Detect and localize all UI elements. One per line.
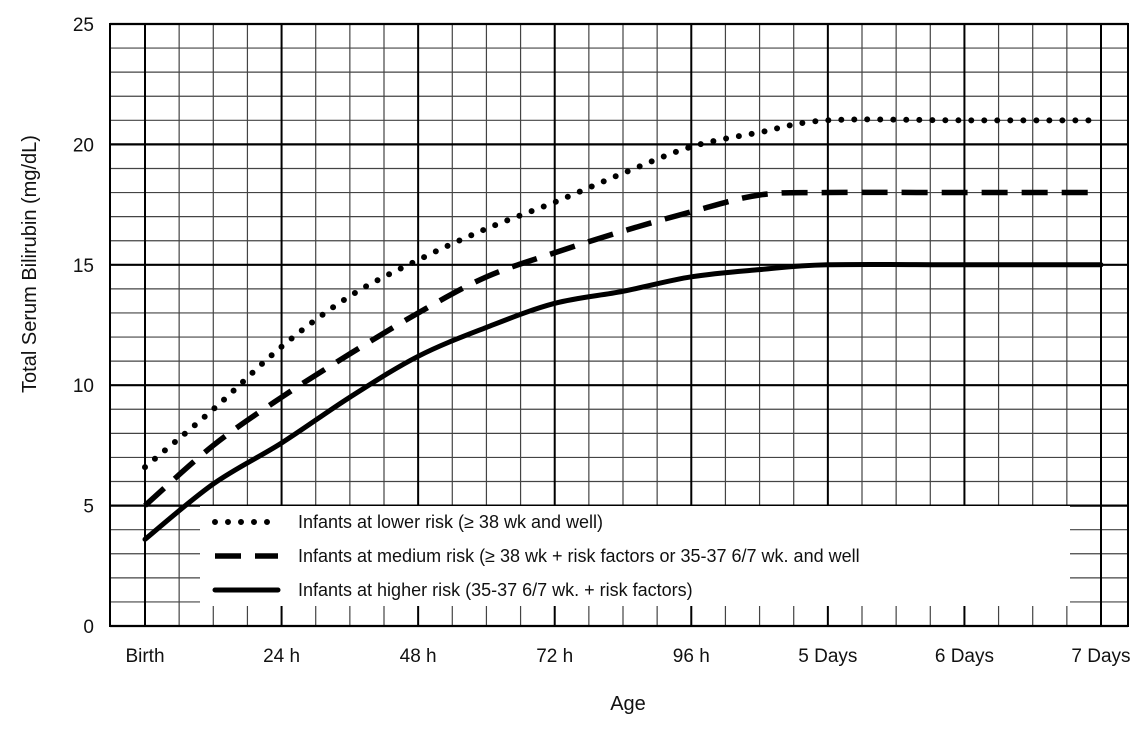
series-layer (142, 116, 1104, 542)
y-axis-ticks: 0 5 10 15 20 25 (73, 15, 94, 638)
series-line-dashed (143, 189, 1101, 508)
x-tick-label: 48 h (400, 646, 437, 667)
legend-box (200, 506, 1070, 606)
y-tick-label: 20 (73, 135, 94, 156)
plot-frame (109, 23, 1129, 627)
x-axis-title: Age (610, 693, 646, 715)
y-tick-label: 0 (83, 617, 94, 638)
x-tick-label: 7 Days (1071, 646, 1130, 667)
y-tick-label: 10 (73, 376, 94, 397)
series-line-solid (142, 261, 1104, 542)
legend-label: Infants at lower risk (≥ 38 wk and well) (298, 512, 603, 532)
legend-label: Infants at higher risk (35-37 6/7 wk. + … (298, 580, 693, 600)
legend: Infants at lower risk (≥ 38 wk and well)… (212, 512, 860, 600)
x-tick-label: Birth (125, 646, 164, 667)
x-tick-label: 24 h (263, 646, 300, 667)
x-tick-label: 5 Days (798, 646, 857, 667)
x-tick-label: 96 h (673, 646, 710, 667)
y-tick-label: 5 (83, 497, 94, 518)
x-tick-label: 6 Days (935, 646, 994, 667)
y-tick-label: 25 (73, 15, 94, 36)
x-axis-ticks: Birth 24 h 48 h 72 h 96 h 5 Days 6 Days 7 Days (125, 646, 1130, 667)
series-line-dotted (142, 116, 1104, 471)
y-axis-title: Total Serum Bilirubin (mg/dL) (19, 135, 41, 393)
legend-label: Infants at medium risk (≥ 38 wk + risk f… (298, 546, 860, 566)
y-tick-label: 15 (73, 256, 94, 277)
legend-background (200, 506, 1070, 606)
x-tick-label: 72 h (536, 646, 573, 667)
